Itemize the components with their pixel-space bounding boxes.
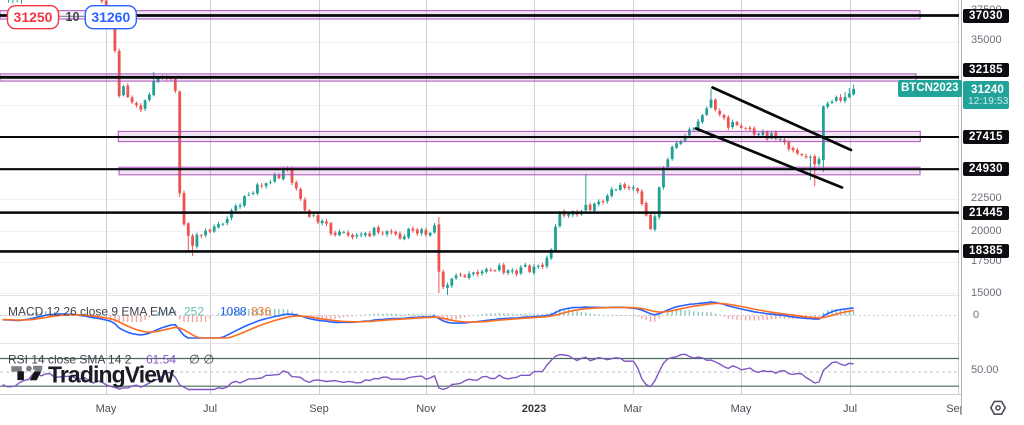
svg-text:∅ ∅: ∅ ∅	[189, 352, 214, 366]
svg-text:836: 836	[251, 304, 271, 318]
svg-text:TradingView: TradingView	[48, 362, 174, 388]
svg-text:1088: 1088	[220, 304, 247, 318]
svg-text:RSI 14 close SMA 14 2: RSI 14 close SMA 14 2	[8, 352, 132, 366]
svg-text:10: 10	[66, 10, 80, 24]
svg-text:252: 252	[184, 304, 204, 318]
svg-text:31250: 31250	[14, 9, 53, 25]
svg-text:31260: 31260	[91, 9, 130, 25]
svg-text:61.54: 61.54	[146, 352, 176, 366]
svg-text:MACD 12 26 close 9 EMA EMA: MACD 12 26 close 9 EMA EMA	[8, 304, 176, 318]
